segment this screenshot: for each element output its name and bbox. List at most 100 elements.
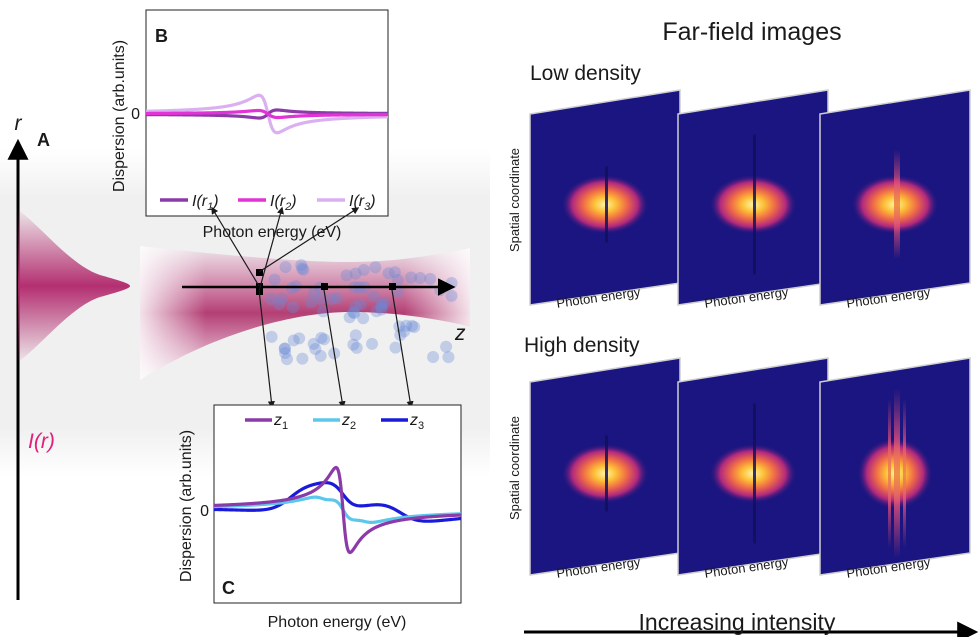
atom (414, 271, 427, 284)
emission-streak (894, 388, 900, 559)
emission-streak-side (888, 398, 891, 549)
atom (375, 300, 388, 313)
atom (265, 330, 278, 343)
atom (307, 287, 320, 300)
intensity-label: I(r) (28, 430, 55, 453)
row-low-label: Low density (530, 62, 641, 85)
panel-c-connectors (258, 289, 414, 409)
atom (357, 312, 370, 325)
atom (307, 337, 320, 350)
absorption-line (605, 166, 608, 243)
emission-streak (894, 149, 900, 260)
curve-c-2 (214, 495, 461, 524)
atom (279, 346, 292, 359)
atom (315, 331, 328, 344)
atom (442, 351, 455, 364)
row-high-spatial-label: Spatial coordinate (507, 416, 522, 520)
panel-a: r A I(r) (7, 112, 130, 600)
panel-b-connectors (211, 206, 360, 292)
far-field-image-high-1: Photon energy (529, 357, 681, 581)
z-axis-label: z (454, 322, 466, 345)
laser-beam: z (140, 246, 470, 380)
panel-c-ylabel: Dispersion (arb.units) (178, 430, 195, 582)
atom (268, 273, 281, 286)
atom (405, 271, 418, 284)
panel-a-letter: A (37, 130, 50, 150)
atom (369, 261, 382, 274)
atom (347, 338, 360, 351)
atom (309, 342, 322, 355)
atom (314, 293, 327, 306)
far-field-title: Far-field images (662, 18, 841, 46)
atom (382, 267, 395, 280)
atom (343, 311, 356, 324)
atom (348, 307, 361, 320)
atom (440, 340, 453, 353)
beam-fade (140, 246, 470, 380)
panel-b-ylabel: Dispersion (arb.units) (111, 40, 128, 192)
atom (389, 341, 402, 354)
atom (349, 267, 362, 280)
atom (304, 296, 317, 309)
atom (406, 319, 419, 332)
panel-b: B 0 Dispersion (arb.units) Photon energy… (111, 9, 389, 241)
panel-c-curves (214, 465, 461, 555)
atom (296, 262, 309, 275)
atom (388, 266, 401, 279)
far-field-image-high-3: Photon energy (819, 357, 971, 581)
panel-c-zero-tick: 0 (200, 503, 209, 520)
atom (287, 334, 300, 347)
far-field-image-low-1: Photon energy (529, 89, 681, 311)
atom (375, 298, 388, 311)
atom (279, 260, 292, 273)
gaussian-intensity-profile (18, 210, 130, 362)
atom (366, 337, 379, 350)
panel-c-letter: C (222, 578, 235, 598)
absorption-line (753, 403, 756, 544)
atom (273, 298, 286, 311)
panel-b-letter: B (155, 26, 168, 46)
atom (295, 259, 308, 272)
atom (317, 305, 330, 318)
atom (276, 292, 289, 305)
emission-streak-side (903, 398, 906, 549)
far-field-panels: Photon energy Photon energy Photon energyP… (529, 89, 971, 581)
atom (375, 303, 388, 316)
row-high-label: High density (524, 334, 640, 357)
far-field-image-low-2: Photon energy (677, 89, 829, 311)
curve-b-3 (146, 93, 388, 135)
atom (347, 306, 360, 319)
atom (293, 332, 306, 345)
atom (318, 333, 331, 346)
atom (278, 342, 291, 355)
absorption-line (605, 435, 608, 512)
atom (408, 321, 421, 334)
panel-c-xlabel: Photon energy (eV) (268, 614, 407, 631)
atom (330, 292, 343, 305)
curve-c-1 (214, 465, 461, 555)
atom (325, 292, 338, 305)
far-field-image-high-2: Photon energy (677, 357, 829, 581)
atom (400, 319, 413, 332)
atom (367, 290, 380, 303)
atom (350, 341, 363, 354)
atom (445, 289, 458, 302)
atom (370, 305, 383, 318)
row-low-spatial-label: Spatial coordinate (507, 148, 522, 252)
atom (340, 269, 353, 282)
absorption-line (753, 134, 756, 275)
panel-b-xlabel: Photon energy (eV) (203, 224, 342, 241)
atom (393, 320, 406, 333)
atom (314, 349, 327, 362)
point-z2 (321, 283, 328, 290)
atom (278, 342, 291, 355)
atom (349, 329, 362, 342)
curve-c-3 (214, 481, 461, 523)
far-field-image-low-3: Photon energy (819, 89, 971, 311)
atom (280, 353, 293, 366)
atom (296, 352, 309, 365)
point-r3 (256, 269, 263, 276)
increasing-intensity-label: Increasing intensity (639, 609, 836, 635)
atom (286, 301, 299, 314)
